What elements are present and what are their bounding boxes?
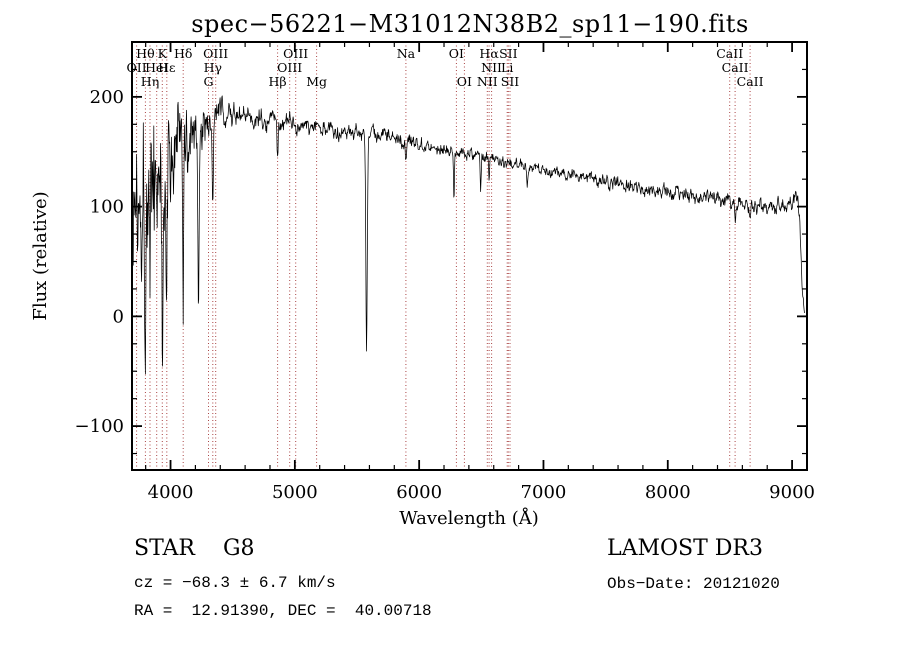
x-tick-label: 4000 bbox=[148, 482, 194, 503]
line-marker-label-Hα: Hα bbox=[479, 46, 499, 61]
y-tick-label: 200 bbox=[90, 87, 124, 108]
line-marker-label-OIII: OIII bbox=[203, 46, 228, 61]
y-axis-label: Flux (relative) bbox=[30, 191, 51, 320]
line-marker-label-Hδ: Hδ bbox=[174, 46, 192, 61]
x-tick-label: 7000 bbox=[521, 482, 567, 503]
y-tick-label: −100 bbox=[75, 416, 124, 437]
survey-label: LAMOST DR3 bbox=[607, 536, 763, 561]
line-marker-label-NII: NII bbox=[477, 74, 498, 89]
line-marker-label-K: K bbox=[158, 46, 168, 61]
line-marker-label-Hβ: Hβ bbox=[269, 74, 287, 89]
line-marker-label-Hε: Hε bbox=[158, 60, 175, 75]
obs-date: Obs−Date: 20121020 bbox=[607, 575, 780, 593]
line-marker-label-OIII: OIII bbox=[283, 46, 308, 61]
line-marker-label-CaII: CaII bbox=[722, 60, 749, 75]
line-marker-label-Hη: Hη bbox=[141, 74, 159, 89]
line-marker-label-SII: SII bbox=[501, 74, 520, 89]
flux-spectrum-line bbox=[132, 95, 805, 375]
line-marker-label-CaII: CaII bbox=[716, 46, 743, 61]
line-marker-label-SII: SII bbox=[499, 46, 518, 61]
line-marker-label-Li: Li bbox=[501, 60, 513, 75]
line-marker-label-HeI: HeI bbox=[145, 60, 168, 75]
line-marker-label-OI: OI bbox=[449, 46, 464, 61]
x-tick-label: 5000 bbox=[272, 482, 318, 503]
spectrum-trace bbox=[132, 95, 805, 375]
plot-axes: 4000 5000 6000 7000 8000 9000 −100 0 100 200 bbox=[75, 41, 815, 503]
line-marker-label-OIII: OIII bbox=[277, 60, 302, 75]
x-tick-label: 9000 bbox=[769, 482, 815, 503]
line-marker-label-G: G bbox=[204, 74, 214, 89]
line-marker-label-CaII: CaII bbox=[737, 74, 764, 89]
line-marker-label-Hγ: Hγ bbox=[204, 60, 222, 75]
y-tick-label: 0 bbox=[113, 306, 124, 327]
line-marker-label-OII: OII bbox=[127, 60, 147, 75]
x-axis-label: Wavelength (Å) bbox=[399, 507, 539, 529]
axes-frame bbox=[131, 41, 808, 471]
line-marker-label-OI: OI bbox=[457, 74, 472, 89]
cz-value: cz = −68.3 ± 6.7 km/s bbox=[134, 574, 336, 592]
y-tick-label: 100 bbox=[90, 197, 124, 218]
spectral-line-markers bbox=[136, 42, 751, 470]
page-title: spec−56221−M31012N38B2_sp11−190.fits bbox=[191, 10, 749, 38]
line-marker-label-NII: NII bbox=[481, 60, 502, 75]
x-tick-label: 8000 bbox=[645, 482, 691, 503]
classification-label: STAR G8 bbox=[134, 536, 255, 561]
line-marker-label-Na: Na bbox=[397, 46, 416, 61]
x-tick-label: 6000 bbox=[396, 482, 442, 503]
line-marker-label-Hθ: Hθ bbox=[136, 46, 154, 61]
line-marker-label-Mg: Mg bbox=[306, 74, 327, 89]
ra-dec-value: RA = 12.91390, DEC = 40.00718 bbox=[134, 602, 432, 620]
